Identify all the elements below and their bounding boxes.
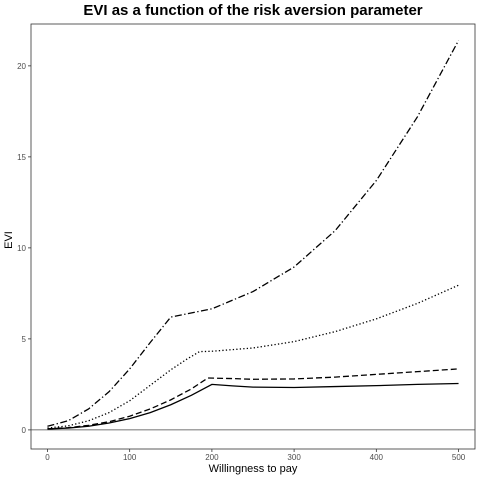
x-tick-label-500: 500 [452, 453, 466, 462]
y-tick-label-10: 10 [17, 244, 26, 253]
y-tick-label-0: 0 [22, 426, 27, 435]
x-tick-label-400: 400 [370, 453, 384, 462]
y-tick-label-5: 5 [22, 335, 27, 344]
series-line-solid [47, 382, 459, 430]
series-line-dotted [47, 284, 459, 429]
chart-title: EVI as a function of the risk aversion p… [83, 2, 422, 19]
x-axis-label: Willingness to pay [209, 463, 298, 475]
x-tick-label-100: 100 [123, 453, 137, 462]
x-tick-label-200: 200 [205, 453, 219, 462]
series-lines [47, 40, 460, 430]
x-tick-label-0: 0 [45, 453, 50, 462]
y-tick-label-15: 15 [17, 153, 26, 162]
y-axis-label: EVI [3, 231, 15, 249]
axes: 0 100 200 300 400 500 0 5 10 15 20 [17, 23, 476, 462]
x-tick-label-300: 300 [287, 453, 301, 462]
series-line-dashdot [47, 40, 460, 427]
plot-frame [30, 23, 476, 450]
y-tick-label-20: 20 [17, 62, 26, 71]
series-line-dashed [47, 368, 459, 430]
